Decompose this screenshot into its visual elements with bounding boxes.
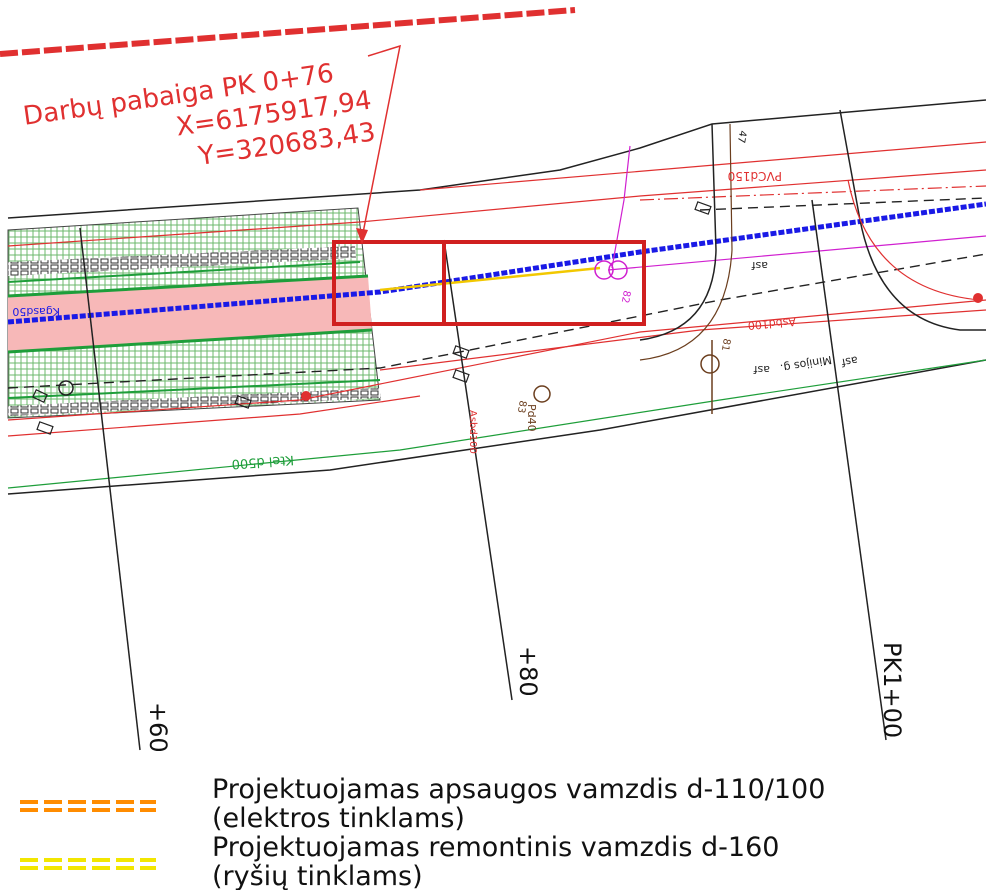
green-edge-2 (7, 328, 373, 354)
magenta-line-1 (607, 235, 986, 271)
station-line-80 (443, 239, 513, 701)
label-47: 47 (735, 129, 748, 143)
dashed-line-1 (7, 253, 986, 389)
magenta-line-2 (611, 145, 631, 269)
well-symbol-4 (533, 385, 551, 403)
red-line-1 (7, 169, 986, 247)
station-label-100: PK1+00 (878, 642, 906, 738)
green-edge-4 (7, 379, 381, 399)
callout-arrow (356, 228, 368, 244)
side-road-left-inner (639, 123, 733, 361)
station-label-60: +60 (144, 702, 172, 753)
legend: Projektuojamas apsaugos vamzdis d-110/10… (20, 774, 825, 890)
label-pvc: PVCd150 (728, 169, 782, 183)
side-road-right (839, 109, 986, 331)
box-symbol-3 (694, 201, 712, 215)
label-asf-2: asf (753, 363, 770, 376)
well-symbol-3 (700, 354, 720, 374)
station-line-100 (811, 199, 887, 741)
well-symbol-5 (58, 380, 74, 396)
curb-strip-top (8, 246, 356, 276)
green-cable (7, 359, 986, 489)
label-asf-3: asf (839, 353, 858, 369)
red-line-5 (7, 395, 421, 437)
work-end-rectangle-right (442, 240, 646, 326)
callout-leader (361, 44, 401, 239)
boundary-line-top (0, 7, 576, 57)
legend-item1-line1: Projektuojamas apsaugos vamzdis d-110/10… (212, 774, 825, 805)
label-minijos: Minijos g. (779, 353, 833, 375)
box-symbol-4 (32, 389, 48, 403)
road-band (8, 276, 372, 352)
station-label-80: +80 (514, 646, 542, 697)
red-line-2 (419, 141, 986, 191)
side-road-left (639, 123, 717, 341)
side-road-right-red (847, 179, 981, 301)
legend-item2-line1: Projektuojamas remontinis vamzdis d-160 (212, 832, 779, 863)
box-symbol-5 (234, 395, 252, 409)
label-81: 81 (719, 337, 732, 351)
box-symbol-6 (36, 421, 54, 435)
legend-item1-line2: (elektros tinklams) (212, 803, 465, 834)
work-end-callout: Darbų pabaiga PK 0+76 X=6175917,94 Y=320… (21, 59, 377, 172)
red-point-1 (301, 391, 311, 401)
label-asbd100: Asbd100 (747, 315, 796, 332)
well-symbol-1 (594, 260, 614, 280)
label-asf-1: asf (751, 259, 768, 272)
legend-item2-line2: (ryšių tinklams) (212, 861, 423, 890)
label-pd: Pd40 (525, 404, 538, 432)
label-kgas: Kgasd50 (12, 305, 60, 318)
box-symbol-2 (452, 369, 470, 383)
road-outline-bottom (7, 359, 986, 495)
red-line-6 (379, 309, 986, 371)
red-line-3 (639, 185, 986, 201)
green-edge-1 (7, 274, 369, 298)
well-symbol-2 (608, 260, 628, 280)
red-point-2 (973, 293, 983, 303)
gas-line (7, 201, 986, 325)
label-82: 82 (619, 289, 632, 303)
yellow-pipe (379, 266, 601, 292)
road-outline-top (7, 99, 986, 219)
red-line-4 (7, 299, 986, 421)
dashed-line-2 (699, 197, 986, 211)
label-ktel: Ktel d500 (231, 452, 294, 471)
label-asbd100-vertical: Asbd100 (467, 410, 478, 454)
label-83: 83 (515, 399, 528, 413)
station-line-60 (79, 227, 141, 751)
box-symbol-1 (452, 345, 470, 359)
green-edge-3 (7, 261, 361, 283)
